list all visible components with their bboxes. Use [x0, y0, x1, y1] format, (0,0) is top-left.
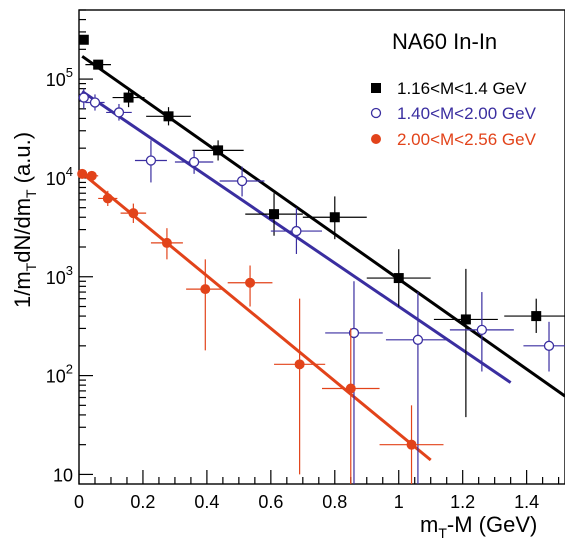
chart-title: NA60 In-In	[392, 29, 497, 54]
y-axis-label-part: 1/m	[10, 271, 35, 308]
legend-label: 1.40<M<2.00 GeV	[397, 104, 537, 123]
data-point	[102, 193, 113, 204]
data-point	[329, 212, 340, 223]
data-point	[393, 273, 404, 284]
series-group	[78, 34, 565, 418]
x-tick-label: 0.2	[130, 492, 155, 512]
legend-marker	[371, 134, 381, 144]
x-tick-label: 1.4	[514, 492, 539, 512]
x-axis-label-main: m	[420, 512, 438, 537]
legend-label: 2.00<M<2.56 GeV	[397, 130, 537, 149]
fit-line	[81, 55, 565, 398]
data-point	[145, 155, 157, 166]
x-axis-label-sub: T	[438, 525, 447, 540]
y-tick-label: 105	[46, 65, 73, 90]
data-series	[77, 34, 565, 484]
y-tick-label: 103	[46, 263, 73, 288]
data-point	[543, 340, 555, 351]
series-group	[77, 168, 444, 484]
legend: 1.16<M<1.4 GeV 1.40<M<2.00 GeV 2.00<M<2.56…	[370, 79, 537, 149]
y-axis-label-sub: T	[23, 262, 39, 271]
x-tick-label: 0.6	[258, 492, 283, 512]
data-point	[77, 168, 88, 179]
data-point	[460, 314, 471, 325]
series-group	[78, 88, 565, 484]
y-tick-exponent: 2	[66, 362, 73, 377]
data-point	[78, 34, 89, 45]
data-point	[161, 237, 172, 248]
data-point	[86, 170, 97, 181]
legend-marker	[371, 83, 381, 93]
x-tick-label: 1	[394, 492, 404, 512]
data-point	[89, 97, 101, 108]
y-tick-exponent: 3	[66, 263, 73, 278]
y-tick-label: 104	[46, 164, 73, 189]
data-point	[128, 208, 139, 219]
data-point	[200, 284, 211, 295]
data-point	[236, 175, 248, 187]
y-tick-label: 10	[53, 465, 73, 485]
data-point	[123, 92, 134, 103]
data-point	[163, 111, 174, 122]
y-tick-base: 10	[53, 465, 73, 485]
data-point	[245, 277, 256, 288]
legend-marker	[370, 107, 382, 119]
data-point	[348, 327, 360, 339]
x-tick-label: 0.8	[322, 492, 347, 512]
data-point	[113, 107, 125, 118]
y-axis-label-sub: T	[23, 189, 39, 198]
x-tick-label: 1.2	[450, 492, 475, 512]
y-tick-base: 10	[46, 268, 66, 288]
y-axis-label-part: (a.u.)	[10, 132, 35, 189]
data-point	[93, 59, 104, 70]
data-point	[78, 92, 89, 103]
x-axis-label: mT-M (GeV)	[420, 512, 537, 540]
data-point	[213, 145, 224, 156]
y-tick-exponent: 5	[66, 65, 73, 80]
data-point	[412, 334, 424, 345]
y-tick-base: 10	[46, 367, 66, 387]
y-tick-exponent: 4	[66, 164, 73, 179]
x-axis-label-rest: -M (GeV)	[447, 512, 537, 537]
data-point	[269, 209, 280, 220]
data-point	[291, 225, 302, 237]
x-axis: 0 0.2 0.4 0.6 0.8 1 1.2 1.4	[74, 470, 560, 512]
y-axis-label: 1/mTdN/dmT (a.u.)	[10, 132, 39, 308]
data-point	[406, 439, 417, 450]
x-tick-label: 0.4	[194, 492, 219, 512]
x-tick-label: 0	[74, 492, 84, 512]
data-point	[188, 156, 200, 168]
legend-label: 1.16<M<1.4 GeV	[397, 79, 527, 98]
fit-line	[79, 170, 432, 462]
y-axis-label-part: dN/dm	[10, 198, 35, 263]
y-tick-base: 10	[46, 169, 66, 189]
y-tick-base: 10	[46, 70, 66, 90]
data-point	[294, 359, 305, 370]
y-tick-label: 102	[46, 362, 73, 387]
data-point	[531, 311, 542, 322]
data-point	[345, 383, 356, 394]
data-point	[476, 324, 488, 336]
